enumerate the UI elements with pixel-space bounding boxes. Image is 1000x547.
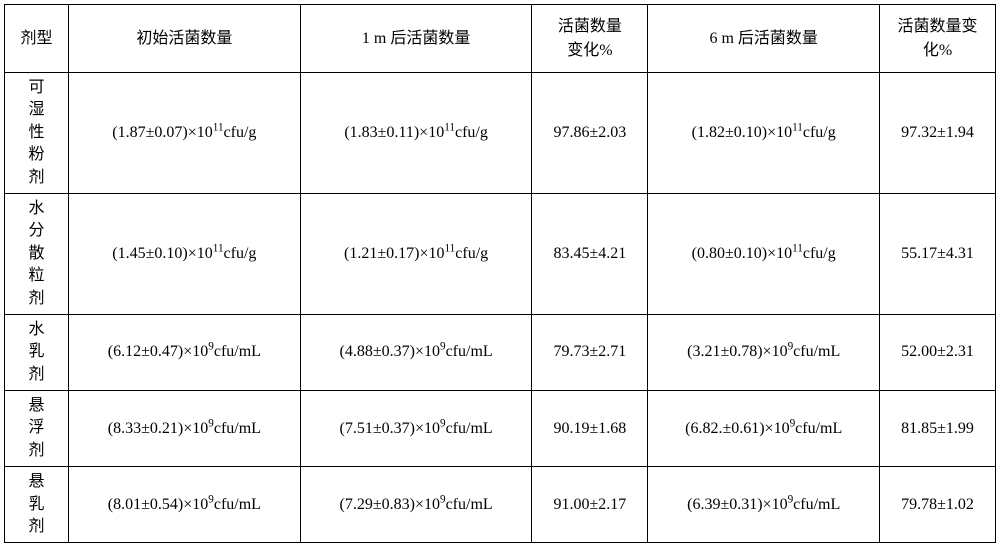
cell-initial: (8.01±0.54)×109cfu/mL (69, 467, 301, 543)
header-change-6m: 活菌数量变化% (880, 5, 996, 73)
header-1m: 1 m 后活菌数量 (300, 5, 532, 73)
table-row: 水乳剂(6.12±0.47)×109cfu/mL(4.88±0.37)×109c… (5, 314, 996, 390)
table-row: 水分散粒剂(1.45±0.10)×1011cfu/g(1.21±0.17)×10… (5, 193, 996, 314)
table-row: 悬乳剂(8.01±0.54)×109cfu/mL(7.29±0.83)×109c… (5, 467, 996, 543)
bacterial-count-table: 剂型 初始活菌数量 1 m 后活菌数量 活菌数量变化% 6 m 后活菌数量 活菌… (4, 4, 996, 543)
cell-change-6m: 97.32±1.94 (880, 73, 996, 194)
cell-change-1m: 97.86±2.03 (532, 73, 648, 194)
table-row: 悬浮剂(8.33±0.21)×109cfu/mL(7.51±0.37)×109c… (5, 391, 996, 467)
cell-formulation: 悬乳剂 (5, 467, 69, 543)
header-6m: 6 m 后活菌数量 (648, 5, 880, 73)
cell-change-6m: 81.85±1.99 (880, 391, 996, 467)
cell-after-1m: (7.51±0.37)×109cfu/mL (300, 391, 532, 467)
cell-after-6m: (1.82±0.10)×1011cfu/g (648, 73, 880, 194)
cell-after-6m: (3.21±0.78)×109cfu/mL (648, 314, 880, 390)
cell-formulation: 水乳剂 (5, 314, 69, 390)
table-header-row: 剂型 初始活菌数量 1 m 后活菌数量 活菌数量变化% 6 m 后活菌数量 活菌… (5, 5, 996, 73)
cell-after-6m: (6.39±0.31)×109cfu/mL (648, 467, 880, 543)
cell-initial: (1.87±0.07)×1011cfu/g (69, 73, 301, 194)
cell-after-6m: (0.80±0.10)×1011cfu/g (648, 193, 880, 314)
cell-change-1m: 90.19±1.68 (532, 391, 648, 467)
cell-after-1m: (4.88±0.37)×109cfu/mL (300, 314, 532, 390)
cell-formulation: 可湿性粉剂 (5, 73, 69, 194)
header-initial: 初始活菌数量 (69, 5, 301, 73)
cell-change-1m: 79.73±2.71 (532, 314, 648, 390)
cell-initial: (6.12±0.47)×109cfu/mL (69, 314, 301, 390)
cell-after-1m: (1.83±0.11)×1011cfu/g (300, 73, 532, 194)
cell-change-6m: 55.17±4.31 (880, 193, 996, 314)
cell-change-1m: 91.00±2.17 (532, 467, 648, 543)
cell-change-6m: 79.78±1.02 (880, 467, 996, 543)
cell-formulation: 水分散粒剂 (5, 193, 69, 314)
cell-after-1m: (1.21±0.17)×1011cfu/g (300, 193, 532, 314)
cell-change-6m: 52.00±2.31 (880, 314, 996, 390)
cell-formulation: 悬浮剂 (5, 391, 69, 467)
header-formulation: 剂型 (5, 5, 69, 73)
table-body: 可湿性粉剂(1.87±0.07)×1011cfu/g(1.83±0.11)×10… (5, 73, 996, 543)
cell-after-1m: (7.29±0.83)×109cfu/mL (300, 467, 532, 543)
table-row: 可湿性粉剂(1.87±0.07)×1011cfu/g(1.83±0.11)×10… (5, 73, 996, 194)
cell-initial: (8.33±0.21)×109cfu/mL (69, 391, 301, 467)
cell-change-1m: 83.45±4.21 (532, 193, 648, 314)
header-change-1m: 活菌数量变化% (532, 5, 648, 73)
cell-after-6m: (6.82.±0.61)×109cfu/mL (648, 391, 880, 467)
cell-initial: (1.45±0.10)×1011cfu/g (69, 193, 301, 314)
